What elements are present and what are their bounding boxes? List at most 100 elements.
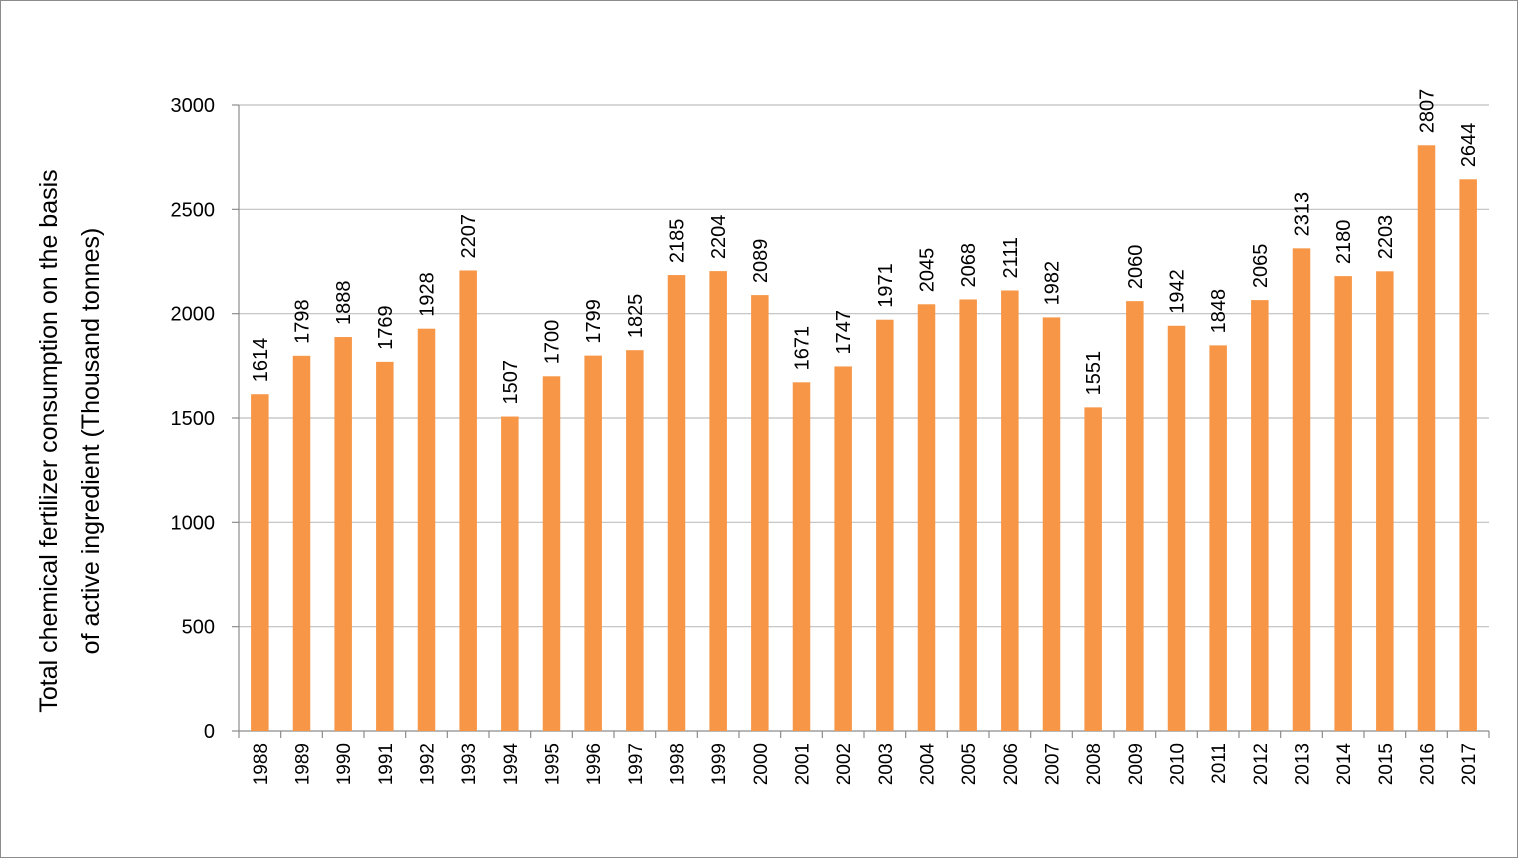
data-label-2008: 1551 <box>1083 351 1105 396</box>
y-axis-title-line-1: Total chemical fertilizer consumption on… <box>35 169 63 712</box>
y-tick-label: 0 <box>204 721 215 743</box>
bar-2012 <box>1251 300 1269 731</box>
x-tick-label-2004: 2004 <box>918 743 939 786</box>
data-label-1991: 1769 <box>375 305 397 350</box>
bar-1993 <box>459 270 477 731</box>
x-tick-label-2017: 2017 <box>1459 743 1480 785</box>
bar-1994 <box>501 416 519 731</box>
bar-2005 <box>959 299 977 731</box>
axes <box>232 104 1490 738</box>
x-tick-label-1989: 1989 <box>293 743 314 785</box>
bar-1997 <box>626 350 644 731</box>
data-label-2013: 2313 <box>1292 192 1314 237</box>
x-tick-label-2010: 2010 <box>1168 743 1189 785</box>
x-tick-label-2006: 2006 <box>1001 743 1022 785</box>
x-tick-label-2015: 2015 <box>1376 743 1397 785</box>
data-label-1992: 1928 <box>417 272 439 317</box>
bar-2016 <box>1417 145 1436 732</box>
bars <box>251 145 1477 732</box>
bar-2011 <box>1209 345 1227 731</box>
y-tick-labels: 0 500 1000 1500 2000 2500 3000 <box>171 95 216 743</box>
bar-1998 <box>667 275 686 731</box>
data-label-1990: 1888 <box>333 281 355 326</box>
bar-2017 <box>1459 179 1477 731</box>
x-tick-label-1988: 1988 <box>251 743 272 785</box>
data-label-1989: 1798 <box>292 299 314 344</box>
bar-1996 <box>584 355 602 731</box>
data-label-2014: 2180 <box>1333 220 1355 265</box>
bar-1999 <box>709 271 727 731</box>
data-label-2004: 2045 <box>917 248 939 293</box>
x-tick-label-1993: 1993 <box>459 743 480 785</box>
bar-2014 <box>1334 276 1352 731</box>
bar-2000 <box>751 295 769 731</box>
x-tick-label-2016: 2016 <box>1418 743 1439 785</box>
data-label-1993: 2207 <box>458 214 480 259</box>
bar-2013 <box>1292 248 1311 731</box>
x-tick-label-2003: 2003 <box>876 743 897 785</box>
data-label-2001: 1671 <box>792 326 814 371</box>
data-label-2007: 1982 <box>1042 261 1064 306</box>
data-label-1995: 1700 <box>542 320 564 365</box>
bar-1990 <box>334 337 352 731</box>
bar-2010 <box>1167 325 1186 731</box>
bar-2003 <box>876 319 894 731</box>
bar-2002 <box>834 366 852 731</box>
bar-1988 <box>251 394 269 731</box>
data-label-1988: 1614 <box>250 338 272 383</box>
bar-2004 <box>917 304 936 731</box>
data-label-1998: 2185 <box>667 219 689 264</box>
data-label-2006: 2111 <box>1000 237 1022 279</box>
bar-2009 <box>1126 301 1144 731</box>
y-tick-label: 3000 <box>171 95 216 117</box>
data-label-2011: 1848 <box>1208 289 1230 334</box>
y-tick-label: 500 <box>182 617 215 639</box>
data-label-1996: 1799 <box>583 299 605 344</box>
x-tick-label-1997: 1997 <box>626 743 647 785</box>
gridlines <box>239 104 1489 628</box>
x-tick-label-2014: 2014 <box>1334 743 1355 786</box>
x-tick-label-2000: 2000 <box>751 743 772 785</box>
x-tick-label-1994: 1994 <box>501 743 522 786</box>
bar-2015 <box>1376 271 1394 731</box>
y-tick-label: 1500 <box>171 408 216 430</box>
data-label-2010: 1942 <box>1167 269 1189 314</box>
data-label-1999: 2204 <box>708 215 730 260</box>
x-tick-label-2011: 2011 <box>1209 743 1230 784</box>
data-label-2009: 2060 <box>1125 245 1147 290</box>
y-tick-label: 2000 <box>171 304 216 326</box>
x-tick-labels: 1988 1989 1990 1991 1992 1993 1994 1995 1996 1997… <box>251 743 1480 786</box>
bar-1991 <box>376 361 394 731</box>
x-tick-label-2005: 2005 <box>959 743 980 785</box>
data-label-2005: 2068 <box>958 243 980 288</box>
data-label-1994: 1507 <box>500 360 522 405</box>
data-label-2000: 2089 <box>750 239 772 284</box>
x-tick-label-1990: 1990 <box>334 743 355 785</box>
x-tick-label-1991: 1991 <box>376 743 397 785</box>
x-tick-label-1992: 1992 <box>418 743 439 785</box>
x-tick-label-2013: 2013 <box>1293 743 1314 785</box>
data-labels: 1614 1798 1888 1769 1928 2207 1507 1700 1799 1825… <box>250 89 1480 405</box>
bar-1995 <box>542 376 561 731</box>
data-label-2012: 2065 <box>1250 244 1272 289</box>
bar-1989 <box>292 355 311 731</box>
x-tick-label-2009: 2009 <box>1126 743 1147 785</box>
bar-2006 <box>1001 290 1019 731</box>
x-tick-label-2002: 2002 <box>834 743 855 785</box>
data-label-2003: 1971 <box>875 263 897 308</box>
data-label-2017: 2644 <box>1458 123 1480 168</box>
x-tick-label-1996: 1996 <box>584 743 605 785</box>
bar-2007 <box>1042 317 1061 731</box>
data-label-2002: 1747 <box>833 310 855 355</box>
x-tick-label-2008: 2008 <box>1084 743 1105 785</box>
data-label-2015: 2203 <box>1375 215 1397 260</box>
data-label-1997: 1825 <box>625 294 647 339</box>
bar-2001 <box>792 382 811 731</box>
x-tick-label-1998: 1998 <box>668 743 689 785</box>
x-tick-label-1995: 1995 <box>543 743 564 785</box>
x-tick-label-1999: 1999 <box>709 743 730 785</box>
x-tick-label-2012: 2012 <box>1251 743 1272 785</box>
y-axis-title-line-2: of active ingredient (Thousand tonnes) <box>77 228 105 655</box>
